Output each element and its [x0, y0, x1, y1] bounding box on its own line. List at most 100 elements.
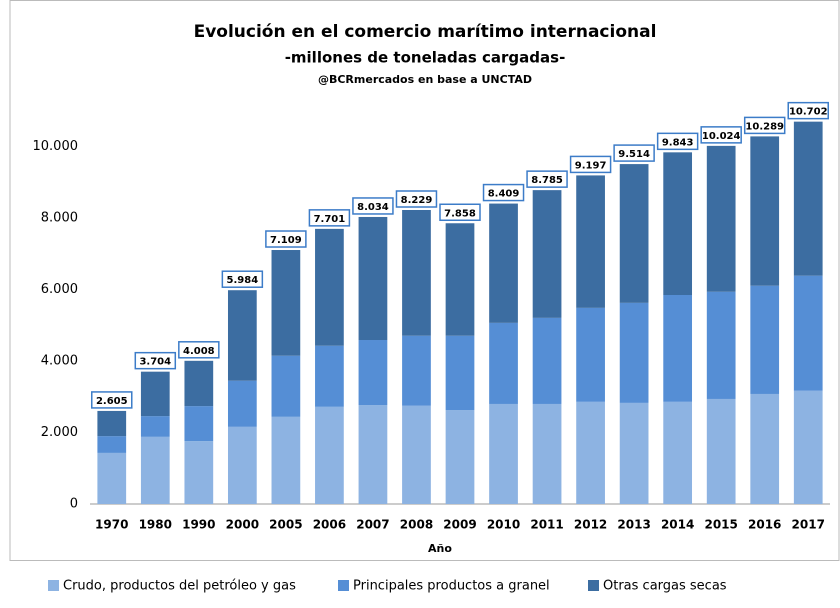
y-tick-label: 2.000 [41, 425, 78, 440]
x-tick-label: 2007 [356, 518, 389, 532]
bar-segment [358, 216, 388, 341]
x-axis-label: Año [428, 542, 452, 555]
bar-segment [97, 410, 127, 437]
x-tick-label: 2009 [443, 518, 476, 532]
total-label: 8.034 [357, 202, 389, 213]
bar-segment [619, 402, 649, 504]
bar-segment [402, 210, 431, 336]
x-tick-label: 2005 [269, 518, 302, 532]
bar-segment [489, 203, 518, 323]
bar-segment [271, 416, 301, 504]
legend-swatch [48, 580, 59, 591]
total-label: 4.008 [183, 346, 215, 357]
x-tick-label: 2000 [226, 518, 259, 532]
total-label: 9.197 [575, 160, 607, 171]
total-label-box [91, 391, 133, 409]
y-tick-label: 4.000 [41, 354, 78, 369]
total-label-box [221, 270, 264, 288]
bar-segment [532, 403, 562, 504]
bar-segment [619, 302, 649, 403]
total-label-box [526, 170, 568, 188]
total-label-box [569, 155, 612, 174]
chart-subtitle: -millones de toneladas cargadas- [285, 49, 566, 67]
total-label: 10.024 [702, 131, 741, 142]
legend-label: Otras cargas secas [603, 579, 727, 594]
total-label-box [134, 351, 177, 370]
total-label: 10.702 [789, 107, 828, 118]
total-label-box [352, 197, 394, 215]
bar-segment [315, 345, 344, 407]
bar-segment [793, 121, 823, 276]
legend-label: Crudo, productos del petróleo y gas [63, 579, 296, 594]
bar-segment [489, 403, 518, 504]
x-tick-label: 2016 [748, 518, 781, 532]
x-tick-label: 1970 [95, 518, 128, 532]
bar-segment [663, 152, 693, 295]
bar-segment [576, 401, 605, 504]
bar-segment [140, 371, 170, 417]
bar-segment [402, 405, 431, 504]
chart-source: @BCRmercados en base a UNCTAD [318, 73, 532, 86]
total-label: 7.858 [444, 208, 476, 219]
total-label-box [265, 230, 307, 248]
bar-segment [315, 228, 344, 346]
bar-segment [271, 355, 301, 417]
bar-segment [750, 285, 780, 394]
total-label-box [178, 341, 220, 359]
bar-segment [184, 360, 214, 407]
bar-segment [402, 335, 431, 406]
total-label: 3.704 [139, 357, 171, 368]
bar-segment [619, 164, 649, 303]
total-label-box [613, 144, 655, 162]
x-tick-label: 2012 [574, 518, 607, 532]
bar-segment [227, 380, 257, 427]
x-tick-label: 2011 [530, 518, 563, 532]
bar-segment [358, 405, 388, 504]
total-label-box [700, 126, 742, 144]
x-tick-label: 2013 [617, 518, 650, 532]
bar-segment [576, 175, 605, 308]
bar-segment [271, 250, 301, 356]
total-label: 7.701 [314, 214, 346, 225]
x-tick-label: 2014 [661, 518, 694, 532]
y-tick-label: 0 [70, 497, 78, 512]
total-label-box [787, 101, 829, 120]
bar-segment [706, 145, 736, 292]
bar-segment [315, 406, 344, 504]
x-tick-label: 2017 [792, 518, 825, 532]
x-tick-label: 2010 [487, 518, 520, 532]
total-label-box [656, 132, 699, 151]
bar-segment [184, 441, 214, 504]
bar-segment [358, 340, 388, 406]
total-label-box [439, 203, 481, 222]
bar-segment [97, 436, 127, 453]
legend-label: Principales productos a granel [353, 579, 550, 594]
bar-segment [445, 223, 475, 336]
bar-segment [97, 452, 127, 504]
total-label: 2.605 [96, 396, 128, 407]
legend-swatch [588, 580, 599, 591]
y-tick-label: 8.000 [41, 211, 78, 226]
total-label: 10.289 [745, 121, 784, 132]
bar-segment [663, 294, 693, 402]
total-label: 7.109 [270, 235, 302, 246]
total-label-box [743, 116, 786, 135]
x-tick-label: 2008 [400, 518, 433, 532]
bar-segment [793, 390, 823, 504]
total-label: 9.514 [618, 149, 650, 160]
bar-segment [750, 136, 780, 286]
bar-segment [663, 401, 693, 504]
bar-segment [140, 436, 170, 504]
bar-segment [750, 393, 780, 504]
bar-segment [445, 335, 475, 411]
bar-segment [793, 275, 823, 391]
total-label: 9.843 [662, 137, 694, 148]
y-tick-label: 6.000 [41, 282, 78, 297]
bar-segment [532, 190, 562, 318]
total-label: 5.984 [227, 275, 259, 286]
total-label: 8.785 [531, 175, 563, 186]
x-tick-label: 1990 [182, 518, 215, 532]
total-label: 8.229 [401, 195, 433, 206]
chart-title: Evolución en el comercio marítimo intern… [194, 22, 657, 42]
